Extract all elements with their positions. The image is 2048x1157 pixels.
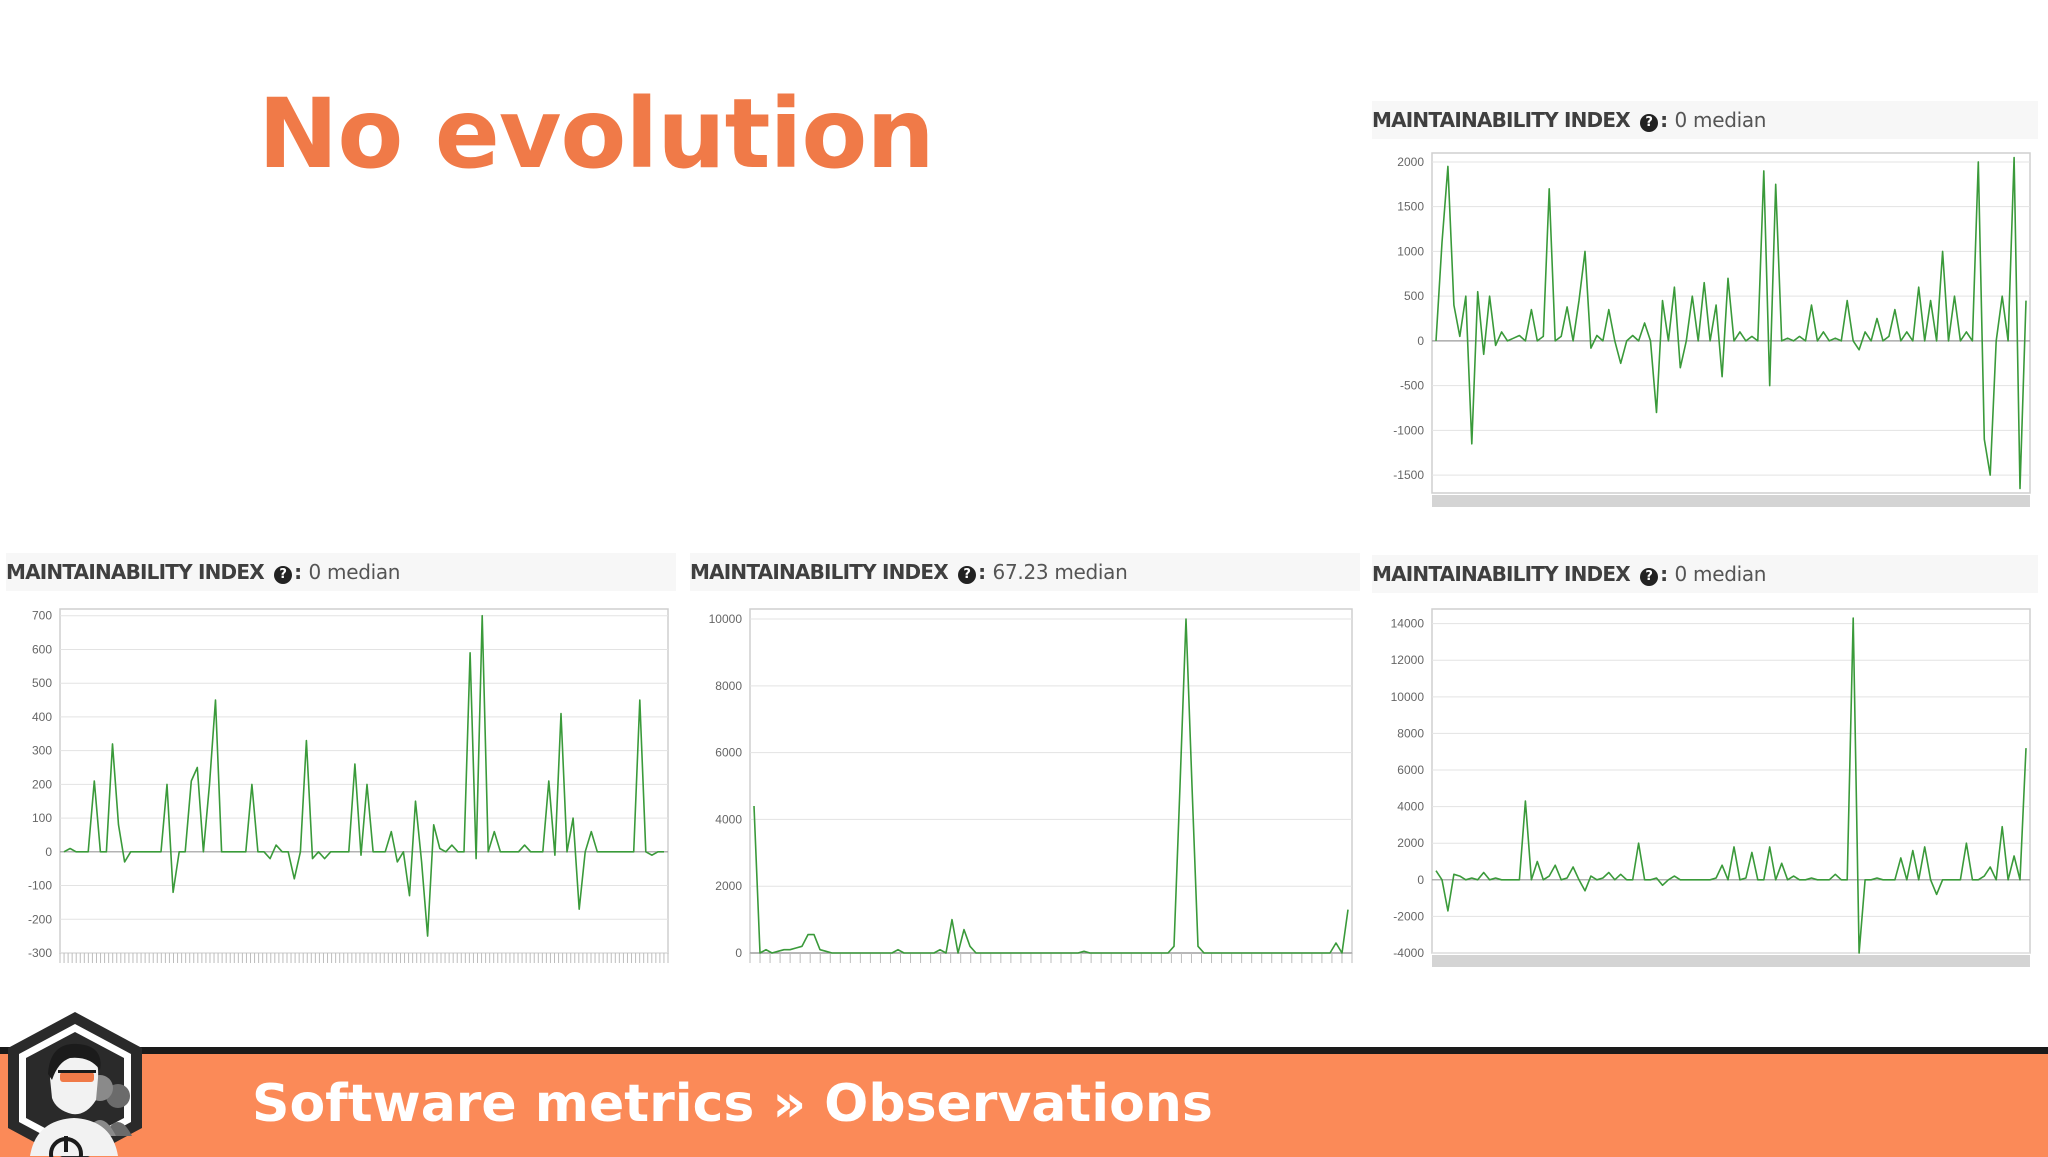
median-value: 0 median — [308, 560, 401, 584]
label-separator: : — [1660, 562, 1669, 586]
series-line — [1435, 617, 2027, 954]
y-tick-label: 500 — [1404, 289, 1424, 303]
series-line — [753, 618, 1349, 954]
y-tick-label: 500 — [32, 676, 52, 690]
y-tick-label: 4000 — [1397, 800, 1424, 814]
median-value: 0 median — [1674, 562, 1767, 586]
maintainability-chart: -1500 -1000 -500 0 500 1000 1500 2000 — [1393, 152, 2031, 507]
panel-header: MAINTAINABILITY INDEX ?: 0 median — [1372, 101, 2038, 139]
y-tick-label: 14000 — [1391, 617, 1425, 631]
plot-frame — [1431, 608, 2031, 954]
y-tick-label: 4000 — [715, 812, 742, 826]
plot-frame — [1431, 152, 2031, 494]
footer-breadcrumb: Software metrics » Observations — [252, 1074, 1213, 1134]
y-tick-label: 8000 — [1397, 726, 1424, 740]
series-line — [1435, 156, 2027, 490]
y-tick-label: 12000 — [1391, 653, 1425, 667]
chart-panel-top-right: MAINTAINABILITY INDEX ?: 0 median -1500-… — [1372, 101, 2038, 527]
range-selector-bar[interactable] — [1432, 495, 2030, 507]
question-circle-icon[interactable]: ? — [1640, 568, 1659, 586]
maintainability-chart: -300 -200 -100 0 100 200 300 400 500 600 700 — [28, 608, 669, 963]
series-line — [63, 614, 664, 937]
median-value: 0 median — [1674, 108, 1767, 132]
y-tick-label: 2000 — [1397, 836, 1424, 850]
panel-header: MAINTAINABILITY INDEX ?: 0 median — [1372, 555, 2038, 593]
metric-label: MAINTAINABILITY INDEX — [1372, 562, 1631, 586]
question-circle-icon[interactable]: ? — [274, 566, 293, 584]
y-tick-label: -300 — [28, 946, 52, 960]
chart-panel-bottom-right: MAINTAINABILITY INDEX ?: 0 median -4000-… — [1372, 555, 2038, 985]
y-tick-label: 700 — [32, 609, 52, 623]
y-tick-label: -100 — [28, 879, 52, 893]
plot-frame — [59, 608, 669, 954]
metric-label: MAINTAINABILITY INDEX — [690, 560, 949, 584]
y-tick-label: -2000 — [1393, 909, 1424, 923]
panel-header: MAINTAINABILITY INDEX ?: 67.23 median — [690, 553, 1360, 591]
metric-label: MAINTAINABILITY INDEX — [1372, 108, 1631, 132]
y-tick-label: 100 — [32, 811, 52, 825]
hero-avatar-hexagon-icon — [8, 1012, 142, 1157]
y-tick-label: -4000 — [1393, 946, 1424, 960]
y-tick-label: 1500 — [1397, 200, 1424, 214]
y-tick-label: 2000 — [1397, 155, 1424, 169]
median-value: 67.23 median — [992, 560, 1128, 584]
y-tick-label: 8000 — [715, 679, 742, 693]
y-tick-label: 0 — [45, 845, 52, 859]
question-circle-icon[interactable]: ? — [1640, 114, 1659, 132]
y-tick-label: 0 — [1417, 334, 1424, 348]
label-separator: : — [294, 560, 303, 584]
metric-label: MAINTAINABILITY INDEX — [6, 560, 265, 584]
y-tick-label: -1500 — [1393, 468, 1424, 482]
footer-bar — [0, 1047, 2048, 1157]
chart-panel-bottom-left: MAINTAINABILITY INDEX ?: 0 median -300 -2… — [6, 553, 676, 985]
y-tick-label: 300 — [32, 744, 52, 758]
slide-title: No evolution — [258, 78, 935, 190]
chart-panel-bottom-middle: MAINTAINABILITY INDEX ?: 67.23 median 0 2… — [690, 553, 1360, 985]
y-tick-label: 200 — [32, 777, 52, 791]
y-tick-label: -200 — [28, 912, 52, 926]
y-tick-label: 0 — [1417, 873, 1424, 887]
plot-frame — [749, 608, 1353, 954]
question-circle-icon[interactable]: ? — [958, 566, 977, 584]
panel-header: MAINTAINABILITY INDEX ?: 0 median — [6, 553, 676, 591]
y-tick-label: 6000 — [1397, 763, 1424, 777]
y-tick-label: 2000 — [715, 879, 742, 893]
y-tick-label: 6000 — [715, 746, 742, 760]
range-selector-bar[interactable] — [1432, 955, 2030, 967]
y-tick-label: 1000 — [1397, 244, 1424, 258]
y-tick-label: -500 — [1400, 379, 1424, 393]
y-tick-label: 600 — [32, 642, 52, 656]
maintainability-chart: 0 2000 4000 6000 8000 10000 — [709, 608, 1353, 963]
maintainability-chart: -4000 -2000 0 2000 4000 6000 8000 10000 12000 140… — [1391, 608, 2031, 967]
label-separator: : — [1660, 108, 1669, 132]
label-separator: : — [978, 560, 987, 584]
y-tick-label: 400 — [32, 710, 52, 724]
y-tick-label: -1000 — [1393, 423, 1424, 437]
y-tick-label: 0 — [735, 946, 742, 960]
y-tick-label: 10000 — [709, 612, 743, 626]
y-tick-label: 10000 — [1391, 690, 1425, 704]
